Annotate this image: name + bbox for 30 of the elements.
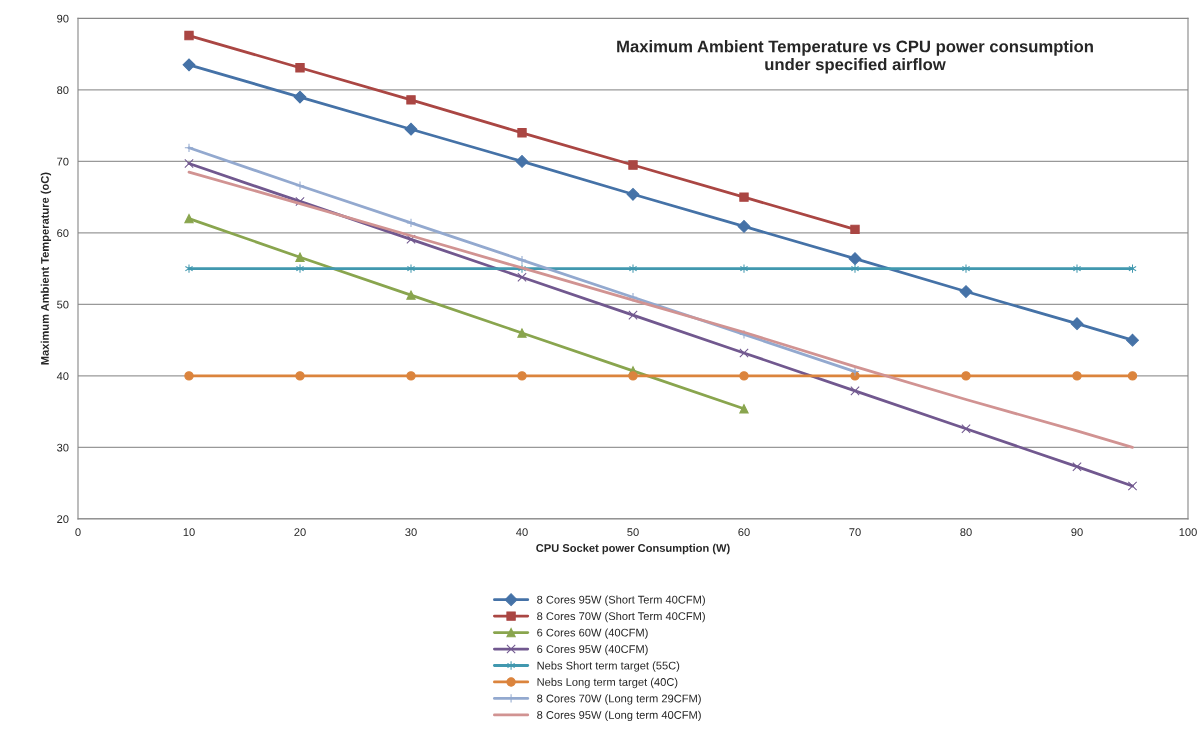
legend-label: Nebs Long term target (40C) <box>537 677 678 689</box>
y-axis-title: Maximum Ambient Temperature (oC) <box>40 172 52 365</box>
legend-label: 6 Cores 60W (40CFM) <box>537 628 648 639</box>
legend-label: 8 Cores 70W (Long term 29CFM) <box>537 694 701 705</box>
x-axis-title: CPU Socket power Consumption (W) <box>536 543 730 555</box>
y-tick-label: 90 <box>57 14 69 23</box>
y-tick-label: 70 <box>57 157 69 166</box>
x-tick-label: 40 <box>516 528 528 537</box>
x-tick-label: 20 <box>294 528 306 537</box>
legend-label: 6 Cores 95W (40CFM) <box>537 644 648 656</box>
y-tick-label: 30 <box>57 443 69 452</box>
legend-label: 8 Cores 95W (Short Term 40CFM) <box>537 595 705 606</box>
x-tick-label: 100 <box>1179 528 1197 537</box>
legend-label: 8 Cores 70W (Short Term 40CFM) <box>537 611 705 623</box>
y-tick-label: 60 <box>57 229 69 238</box>
y-tick-label: 40 <box>56 372 69 381</box>
x-tick-label: 30 <box>405 528 417 537</box>
y-tick-label: 20 <box>57 515 69 524</box>
x-tick-label: 60 <box>738 528 750 537</box>
y-tick-label: 50 <box>57 300 69 309</box>
y-tick-label: 80 <box>57 86 69 95</box>
x-tick-label: 80 <box>960 528 972 537</box>
x-tick-label: 50 <box>627 528 639 537</box>
text: Maximum Ambient Temperature vs CPU power consumption under specified airflow <box>617 40 1093 74</box>
x-tick-label: 90 <box>1071 528 1083 537</box>
legend-label: Nebs Short term target (55C) <box>537 661 680 672</box>
legend-label: 8 Cores 95W (Long term 40CFM) <box>537 710 701 722</box>
x-tick-label: 10 <box>183 528 195 537</box>
x-tick-label: 70 <box>849 528 861 537</box>
x-tick-label: 0 <box>75 528 81 537</box>
